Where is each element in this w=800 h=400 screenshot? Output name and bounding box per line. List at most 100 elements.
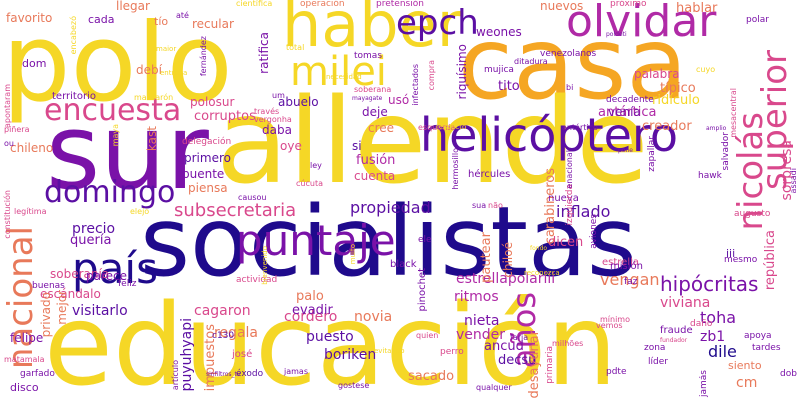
word-weones: weones <box>476 25 522 39</box>
word-muito: muito <box>349 244 357 265</box>
word-hawk: hawk <box>698 171 722 181</box>
word-cordero: cordero <box>284 309 338 325</box>
word-parece: parece <box>86 269 128 283</box>
word-vender: vender <box>456 327 506 343</box>
word-delegacion: delegación <box>182 137 232 147</box>
word-domingo: domingo <box>44 175 176 210</box>
word-amplio: amplio <box>706 125 727 132</box>
word-deje: deje <box>362 105 388 119</box>
word-antartico: antártico <box>562 123 598 132</box>
word-puesto: puesto <box>306 329 354 345</box>
word-creador: creador <box>642 119 692 134</box>
word-llegar: llegar <box>116 0 150 13</box>
word-feliz: feliz <box>118 279 137 289</box>
word-legitima: legítima <box>14 207 47 216</box>
word-total: total <box>286 43 305 52</box>
word-maior: maior <box>156 45 177 53</box>
word-zona: zona <box>644 343 666 353</box>
word-dicen: dicen <box>548 235 584 250</box>
word-vemos: vemos <box>596 321 623 330</box>
word-queria: quería <box>70 233 112 248</box>
word-cagaron: cagaron <box>194 303 251 319</box>
word-dob: dob <box>780 369 797 379</box>
word-ate: até <box>176 11 189 20</box>
word-uso: usó <box>388 93 410 107</box>
word-actividad: actividad <box>236 275 278 285</box>
word-allende: allende <box>216 72 649 210</box>
word-mascaron: mascarón <box>134 93 174 102</box>
word-escandalo: escándalo <box>40 287 101 301</box>
word-pinochet: pinochet <box>417 268 428 312</box>
word-jose: josé <box>232 349 253 360</box>
word-epch: epch <box>396 3 479 43</box>
word-venezolanos: venezolanos <box>540 49 597 59</box>
word-decadente: decadente <box>606 95 654 105</box>
word-fundador: fundador <box>660 337 688 344</box>
word-apoya: apoya <box>744 331 772 341</box>
word-favorito: favorito <box>6 11 53 25</box>
word-oye: oye <box>280 139 302 153</box>
word-articulo: artículo <box>171 360 180 391</box>
word-enacional: enacional <box>565 150 574 189</box>
word-tomas: tomas <box>354 51 383 61</box>
word-cree: cree <box>368 121 395 135</box>
word-evadir: evadir <box>292 303 333 318</box>
word-faria: faria <box>510 333 529 342</box>
word-garfado: garfado <box>20 369 55 379</box>
word-quien: quien <box>416 331 439 340</box>
word-estrellapolariii: estrellapolariii <box>456 271 556 287</box>
word-piensa: piensa <box>188 181 228 195</box>
word-cada: cada <box>88 13 115 26</box>
word-hablar: hablar <box>676 1 718 16</box>
word-antartica: antártica <box>598 105 657 120</box>
word-sua: sua <box>472 201 487 210</box>
word-sur: sur <box>46 91 209 213</box>
word-ratifica: ratifica <box>257 32 271 74</box>
word-felipe: felipe <box>10 331 44 345</box>
word-socialistas: socialistas <box>140 186 637 298</box>
word-visitarlo: visitarlo <box>72 303 128 319</box>
word-kast: kast <box>145 126 159 152</box>
word-primaria: primaria <box>545 346 555 384</box>
word-cientifica: científica <box>236 0 273 8</box>
word-fondo: fondo <box>530 245 548 252</box>
word-ritmos: ritmos <box>454 289 499 305</box>
word-olvidar: olvidar <box>566 0 717 47</box>
word-poldeti: poldeti <box>606 31 627 38</box>
word-buenas: buenas <box>32 281 65 291</box>
word-territorio: territorio <box>52 91 96 102</box>
word-sacado: sacado <box>408 369 455 384</box>
word-republica: república <box>763 230 778 291</box>
word-izquierda: izquierda <box>565 184 575 226</box>
word-assadi: assadi <box>789 168 798 194</box>
word-primero: primero <box>184 151 231 165</box>
word-esquerda: esquerda <box>418 123 456 132</box>
word-pautear: pautear <box>479 232 494 283</box>
word-entrega: entrega <box>160 69 188 77</box>
word-carabineros: carabineros <box>543 168 558 245</box>
word-mujica: mujica <box>484 65 514 75</box>
word-puntaje: puntaje <box>236 216 396 265</box>
word-pdte: pdte <box>606 367 627 377</box>
word-mision: misión <box>610 261 643 272</box>
word-respecto: respecto <box>436 123 467 131</box>
word-riquisimo: riquísimo <box>455 44 469 100</box>
word-daba: daba <box>262 123 292 137</box>
word-siento: siento <box>728 359 762 372</box>
word-nueva: nueva <box>548 193 579 204</box>
word-ou: ou <box>4 139 14 148</box>
word-nuevos: nuevos <box>540 0 584 13</box>
word-soberana: soberana <box>354 85 392 94</box>
word-constitucion: constitución <box>3 190 12 239</box>
word-decsu: decsu <box>498 353 537 368</box>
word-ridiculo: ridículo <box>652 93 700 108</box>
word-pretension: pretensión <box>376 0 424 9</box>
word-infectados: infectados <box>411 64 420 106</box>
word-milei: milei <box>290 49 387 95</box>
word-sinfiltros: sinfiltros_tv <box>206 371 241 378</box>
word-desayunar: desayunar <box>527 330 542 399</box>
word-minimo: mínimo <box>600 315 630 324</box>
word-dano: daño <box>690 319 713 329</box>
word-cucuta: cúcuta <box>296 179 323 188</box>
